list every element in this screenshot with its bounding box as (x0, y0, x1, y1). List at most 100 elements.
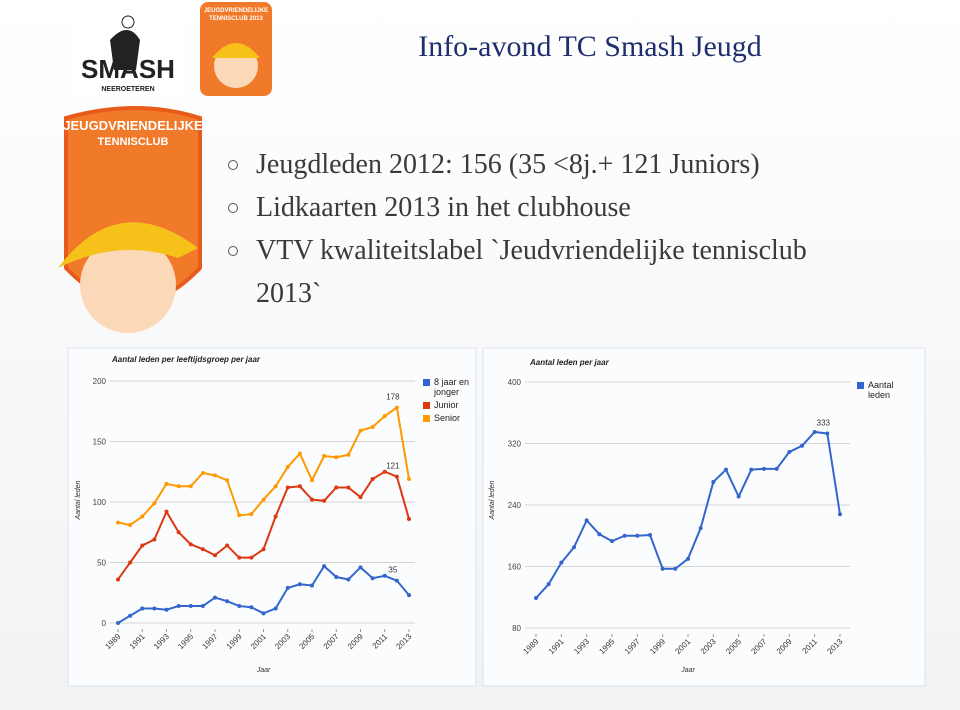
data-point (249, 555, 254, 560)
data-point (686, 556, 690, 561)
data-point (370, 424, 375, 429)
data-point (128, 522, 133, 527)
data-point (200, 470, 205, 475)
chart-panel (67, 347, 477, 687)
data-point (285, 485, 290, 490)
data-point (213, 595, 217, 600)
badge-face (80, 237, 176, 333)
data-point (559, 560, 564, 565)
data-point (346, 452, 351, 457)
data-point (322, 454, 327, 459)
data-point (261, 611, 266, 616)
data-point (225, 599, 230, 604)
data-point (407, 477, 411, 482)
data-point (322, 564, 327, 569)
badge-cap (58, 222, 198, 268)
data-point (188, 542, 193, 547)
data-point (273, 514, 278, 519)
data-point (800, 443, 804, 448)
data-point (188, 604, 193, 609)
badge-text: JEUGDVRIENDELIJKE (63, 118, 203, 133)
data-point (273, 484, 278, 489)
legend-label: 8 jaar en jonger (434, 377, 470, 397)
legend-label: Junior (434, 400, 459, 410)
data-point (249, 512, 254, 517)
x-axis-label: Jaar (680, 667, 695, 674)
data-point (164, 509, 169, 514)
data-point (724, 467, 728, 472)
data-point (116, 577, 120, 582)
data-point (297, 484, 302, 489)
data-point (334, 455, 339, 460)
data-point (164, 481, 169, 486)
data-point (237, 555, 242, 560)
logo-ball (121, 15, 135, 29)
badge-cap (212, 43, 260, 58)
bullet-list: Jeugdleden 2012: 156 (35 <8j.+ 121 Junio… (226, 143, 866, 315)
bullet: VTV kwaliteitslabel `Jeudvriendelijke te… (226, 229, 866, 315)
data-point (285, 585, 290, 590)
data-point (762, 466, 766, 471)
data-point (152, 501, 157, 506)
data-point (176, 484, 181, 489)
y-tick-label: 50 (97, 559, 106, 568)
legend-item: Senior (423, 413, 475, 423)
y-tick-label: 400 (508, 378, 522, 387)
data-point (310, 583, 314, 588)
data-point (407, 516, 411, 521)
data-label: 178 (386, 393, 400, 402)
chart-title: Aantal leden per leeftijdsgroep per jaar (111, 355, 261, 364)
data-point (297, 451, 302, 456)
legend-swatch (423, 402, 430, 409)
data-label: 333 (817, 419, 831, 428)
legend-label: Aantal leden (868, 380, 894, 400)
data-point (597, 532, 602, 537)
data-point (285, 464, 290, 469)
data-point (164, 607, 169, 612)
y-tick-label: 240 (508, 501, 522, 510)
data-point (310, 497, 314, 502)
data-point (140, 514, 145, 519)
y-axis-label: Aantal leden (489, 480, 496, 520)
data-point (225, 478, 230, 483)
data-point (213, 553, 217, 558)
data-point (660, 566, 665, 571)
data-point (812, 429, 817, 434)
bullet-text: Lidkaarten 2013 in het clubhouse (256, 192, 631, 223)
data-point (358, 495, 363, 500)
data-point (534, 596, 538, 601)
logo-player (110, 30, 140, 70)
data-point (584, 518, 589, 523)
y-tick-label: 320 (508, 440, 522, 449)
data-point (407, 593, 411, 598)
data-point (673, 566, 678, 571)
legend-item: Junior (423, 400, 475, 410)
data-point (176, 530, 181, 535)
legend-swatch (423, 415, 430, 422)
data-point (749, 467, 754, 472)
data-point (116, 520, 120, 525)
data-point (128, 613, 133, 618)
data-point (787, 449, 792, 454)
data-point (140, 606, 145, 611)
data-point (698, 526, 703, 531)
legend-swatch (423, 379, 430, 386)
legend-item: 8 jaar en jonger (423, 377, 475, 397)
y-tick-label: 100 (93, 498, 107, 507)
y-tick-label: 160 (508, 563, 522, 572)
data-point (176, 604, 181, 609)
data-point (394, 405, 399, 410)
y-tick-label: 200 (93, 377, 107, 386)
data-point (358, 428, 363, 433)
badge-text: TENNISCLUB (98, 136, 169, 148)
slide-title: Info-avond TC Smash Jeugd (418, 30, 762, 63)
data-point (297, 582, 302, 587)
data-point (382, 469, 387, 474)
data-point (394, 578, 399, 583)
data-point (261, 547, 266, 552)
legend-swatch (857, 382, 864, 389)
data-point (249, 605, 254, 610)
data-point (622, 533, 627, 538)
data-point (382, 414, 387, 419)
